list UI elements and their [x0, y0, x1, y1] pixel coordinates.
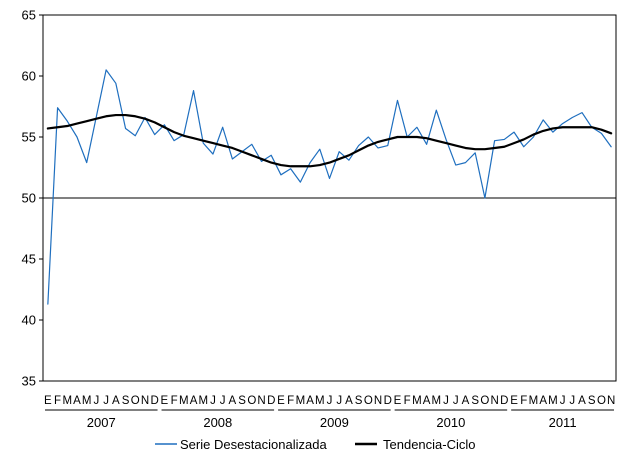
x-month-label: N [607, 395, 615, 407]
x-month-label: S [471, 395, 479, 407]
x-month-label: A [578, 395, 586, 407]
x-month-label: D [151, 395, 159, 407]
x-month-label: J [560, 395, 566, 407]
x-month-label: O [480, 395, 489, 407]
x-month-label: O [597, 395, 606, 407]
x-month-label: O [247, 395, 256, 407]
x-month-label: A [229, 395, 237, 407]
x-month-label: E [394, 395, 402, 407]
x-month-label: M [412, 395, 422, 407]
x-month-label: J [327, 395, 333, 407]
x-month-label: A [112, 395, 120, 407]
x-month-label: N [374, 395, 382, 407]
year-label: 2011 [549, 415, 577, 430]
x-month-label: F [171, 395, 178, 407]
x-month-label: N [141, 395, 149, 407]
x-month-label: S [238, 395, 246, 407]
x-month-label: D [384, 395, 392, 407]
x-month-label: S [122, 395, 130, 407]
seasonally-adjusted-line [47, 69, 612, 305]
series-layer [46, 69, 613, 305]
y-tick-label: 60 [22, 69, 36, 84]
x-month-label: J [210, 395, 216, 407]
x-month-label: M [82, 395, 92, 407]
x-month-label: A [73, 395, 81, 407]
y-axis: 35 40 45 50 55 60 65 [22, 8, 616, 389]
legend: Serie Desestacionalizada Tendencia-Ciclo [155, 437, 476, 450]
x-month-label: J [336, 395, 342, 407]
x-month-label: E [277, 395, 285, 407]
x-month-label: J [220, 395, 226, 407]
year-label: 2010 [436, 415, 465, 430]
x-month-label: M [198, 395, 208, 407]
x-month-label: A [306, 395, 314, 407]
y-tick-label: 65 [22, 8, 36, 23]
x-month-label: M [529, 395, 539, 407]
x-month-label: J [94, 395, 100, 407]
x-month-label: S [588, 395, 596, 407]
y-tick-label: 55 [22, 130, 36, 145]
legend-label: Serie Desestacionalizada [180, 437, 327, 450]
x-month-label: J [103, 395, 109, 407]
x-month-label: J [443, 395, 449, 407]
x-month-label: M [62, 395, 72, 407]
x-month-label: N [257, 395, 265, 407]
y-tick-label: 40 [22, 313, 36, 328]
x-month-label: E [44, 395, 52, 407]
y-tick-label: 45 [22, 252, 36, 267]
x-month-label: M [432, 395, 442, 407]
x-month-label: D [267, 395, 275, 407]
x-month-label: J [569, 395, 575, 407]
year-label: 2007 [87, 415, 116, 430]
legend-label: Tendencia-Ciclo [383, 437, 476, 450]
x-month-label: F [54, 395, 61, 407]
trend-cycle-line [46, 113, 613, 168]
x-month-label: M [315, 395, 325, 407]
x-month-label: A [423, 395, 431, 407]
y-tick-label: 50 [22, 191, 36, 206]
x-month-label: E [510, 395, 518, 407]
x-month-label: O [131, 395, 140, 407]
x-month-label: F [404, 395, 411, 407]
x-month-label: E [161, 395, 169, 407]
x-month-label: M [548, 395, 558, 407]
x-month-label: O [364, 395, 373, 407]
x-month-label: J [453, 395, 459, 407]
year-label: 2008 [203, 415, 232, 430]
year-label: 2009 [320, 415, 349, 430]
y-tick-label: 35 [22, 374, 36, 389]
x-month-label: S [355, 395, 363, 407]
x-month-label: M [179, 395, 189, 407]
x-month-label: A [462, 395, 470, 407]
x-month-label: D [500, 395, 508, 407]
x-month-label: M [296, 395, 306, 407]
x-month-label: A [190, 395, 198, 407]
x-month-label: A [539, 395, 547, 407]
x-month-label: F [520, 395, 527, 407]
x-month-label: N [490, 395, 498, 407]
x-month-label: F [287, 395, 294, 407]
x-month-label: A [345, 395, 353, 407]
